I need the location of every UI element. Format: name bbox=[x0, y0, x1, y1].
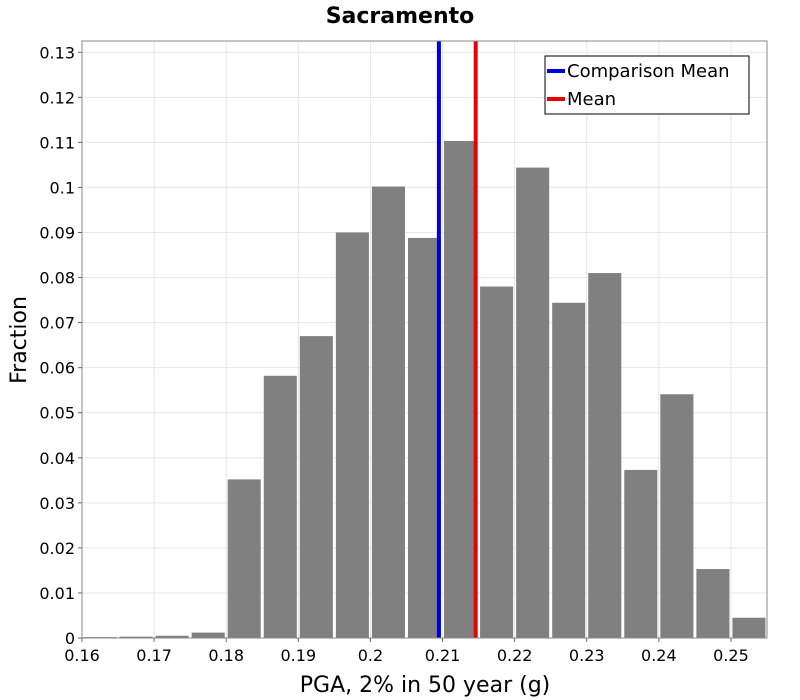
histogram-bar bbox=[444, 141, 478, 638]
histogram-bar bbox=[588, 273, 622, 638]
x-tick-label: 0.24 bbox=[641, 646, 677, 665]
histogram-bar bbox=[335, 232, 369, 638]
y-tick-label: 0.02 bbox=[39, 539, 75, 558]
y-tick-label: 0.08 bbox=[39, 269, 75, 288]
histogram-bar bbox=[155, 635, 189, 638]
plot-area-frame bbox=[81, 40, 768, 639]
histogram-bar bbox=[696, 569, 730, 638]
grid-lines bbox=[81, 41, 767, 639]
histogram-bar bbox=[191, 632, 225, 638]
histogram-bar bbox=[732, 617, 766, 638]
x-tick-label: 0.16 bbox=[64, 646, 100, 665]
histogram-bar bbox=[624, 469, 658, 638]
legend-box bbox=[544, 55, 750, 115]
y-axis-ticks: 0 0.01 0.02 0.03 0.04 0.05 0.06 0.07 0.08 0.09 0.1… bbox=[39, 43, 82, 648]
legend-entry-label: Comparison Mean bbox=[567, 61, 730, 82]
y-tick-label: 0.1 bbox=[50, 178, 75, 197]
y-axis-label: Fraction bbox=[7, 296, 32, 384]
y-tick-label: 0.04 bbox=[39, 449, 75, 468]
histogram-bar bbox=[299, 336, 333, 638]
chart-title: Sacramento bbox=[326, 4, 475, 29]
y-tick-label: 0.09 bbox=[39, 223, 75, 242]
x-tick-label: 0.21 bbox=[425, 646, 461, 665]
legend-entry-label: Mean bbox=[567, 89, 616, 110]
y-tick-label: 0.06 bbox=[39, 359, 75, 378]
x-tick-label: 0.25 bbox=[713, 646, 749, 665]
x-tick-label: 0.17 bbox=[136, 646, 172, 665]
y-tick-label: 0.12 bbox=[39, 88, 75, 107]
legend: Comparison Mean Mean bbox=[544, 55, 750, 115]
x-tick-label: 0.2 bbox=[358, 646, 383, 665]
y-tick-label: 0.11 bbox=[39, 133, 75, 152]
histogram-bar bbox=[119, 636, 153, 638]
reference-lines bbox=[436, 41, 478, 638]
histogram-bar bbox=[516, 167, 550, 638]
histogram-bar bbox=[552, 302, 586, 638]
histogram-bar bbox=[660, 394, 694, 638]
histogram-bar bbox=[263, 375, 297, 638]
x-axis-label: PGA, 2% in 50 year (g) bbox=[300, 673, 551, 698]
y-tick-label: 0.05 bbox=[39, 404, 75, 423]
x-tick-label: 0.19 bbox=[281, 646, 317, 665]
histogram-bar bbox=[227, 479, 261, 638]
bars bbox=[83, 141, 766, 639]
x-tick-label: 0.18 bbox=[208, 646, 244, 665]
y-tick-label: 0.03 bbox=[39, 494, 75, 513]
histogram-bar bbox=[407, 237, 442, 639]
histogram-bar bbox=[480, 286, 514, 638]
histogram-bar bbox=[371, 186, 405, 638]
y-tick-label: 0 bbox=[65, 629, 75, 648]
y-tick-label: 0.07 bbox=[39, 314, 75, 333]
y-tick-label: 0.13 bbox=[39, 43, 75, 62]
y-tick-label: 0.01 bbox=[39, 584, 75, 603]
x-tick-label: 0.23 bbox=[569, 646, 605, 665]
x-tick-label: 0.22 bbox=[497, 646, 533, 665]
x-axis-ticks: 0.16 0.17 0.18 0.19 0.2 0.21 0.22 0.23 0.24 0.25 bbox=[64, 638, 749, 665]
